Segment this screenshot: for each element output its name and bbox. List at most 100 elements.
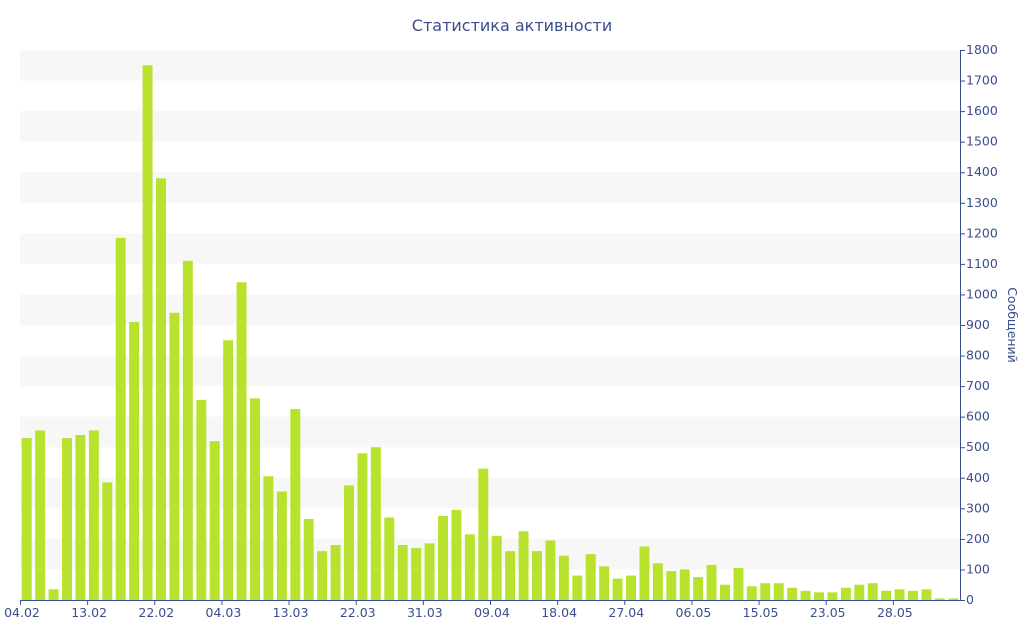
bar: [814, 592, 824, 600]
bar: [303, 519, 314, 600]
bar: [626, 575, 636, 600]
bar: [156, 178, 166, 600]
bar: [129, 321, 140, 600]
bar: [411, 548, 422, 600]
y-tick-label: 0: [966, 592, 974, 607]
x-axis-ticks: 04.02 13.02 22.02 04.03 13.03 22.03 31.03 09.04…: [4, 600, 913, 620]
bar: [464, 534, 475, 600]
x-tick-label: 18.04: [541, 605, 577, 620]
bar: [840, 587, 851, 600]
bar: [693, 577, 704, 600]
bar: [276, 491, 287, 600]
bar: [317, 551, 328, 600]
bar: [934, 598, 945, 600]
y-tick-label: 1500: [966, 134, 998, 149]
bar: [21, 438, 32, 600]
bar: [397, 545, 408, 600]
y-tick-label: 600: [966, 409, 990, 424]
x-tick-label: 23.05: [810, 605, 846, 620]
grid-band: [20, 172, 960, 203]
bar: [773, 583, 784, 600]
bar: [250, 398, 260, 600]
y-tick-label: 800: [966, 348, 990, 363]
bar: [196, 399, 207, 600]
bar: [451, 509, 462, 600]
bar: [612, 578, 623, 600]
y-tick-label: 1800: [966, 42, 998, 57]
bar: [478, 468, 489, 600]
bar: [921, 589, 932, 600]
bar: [545, 540, 556, 600]
bar: [223, 340, 234, 600]
bar: [679, 569, 690, 600]
bar: [854, 584, 865, 600]
bar: [666, 570, 677, 600]
x-tick-label: 28.05: [877, 605, 913, 620]
grid-bands: [20, 50, 960, 570]
bar: [88, 430, 99, 600]
grid-band: [20, 233, 960, 264]
bar: [746, 586, 757, 600]
x-tick-label: 22.02: [138, 605, 174, 620]
x-tick-label: 22.03: [340, 605, 376, 620]
bar: [760, 583, 771, 600]
y-tick-label: 1100: [966, 256, 998, 271]
y-tick-label: 500: [966, 439, 990, 454]
bar: [142, 65, 153, 600]
bar: [330, 545, 341, 600]
bar: [532, 551, 542, 600]
y-tick-label: 1000: [966, 286, 998, 301]
bar: [505, 551, 516, 600]
bar: [894, 589, 905, 600]
x-tick-label: 15.05: [743, 605, 779, 620]
bar: [599, 566, 610, 600]
bar: [639, 546, 650, 600]
bar: [572, 575, 583, 600]
bar: [75, 435, 86, 600]
chart-title: Статистика активности: [412, 16, 612, 35]
bar: [908, 590, 918, 600]
bar: [652, 563, 663, 600]
bar: [384, 517, 395, 600]
x-tick-label: 13.02: [71, 605, 107, 620]
bar: [344, 485, 354, 600]
y-tick-label: 1200: [966, 225, 998, 240]
y-tick-label: 300: [966, 500, 990, 515]
y-tick-label: 200: [966, 531, 990, 546]
x-tick-label: 04.02: [4, 605, 40, 620]
bar: [720, 584, 730, 600]
bar: [62, 438, 72, 600]
bar: [35, 430, 46, 600]
bar: [827, 592, 838, 600]
x-tick-label: 31.03: [407, 605, 443, 620]
x-tick-label: 13.03: [273, 605, 309, 620]
grid-band: [20, 50, 960, 81]
y-tick-label: 1600: [966, 103, 998, 118]
bar: [182, 260, 193, 600]
y-axis-title: Сообщений: [1005, 287, 1020, 363]
bar: [787, 587, 798, 600]
bar: [585, 554, 596, 600]
x-tick-label: 09.04: [474, 605, 510, 620]
bar: [209, 441, 220, 600]
bar: [948, 598, 959, 600]
bar: [263, 476, 274, 600]
bar: [115, 237, 126, 601]
bar: [800, 590, 811, 600]
bar: [558, 555, 569, 600]
bar: [370, 447, 381, 600]
bar: [236, 282, 247, 600]
bar: [290, 409, 301, 600]
y-tick-label: 100: [966, 561, 990, 576]
y-tick-label: 700: [966, 378, 990, 393]
y-tick-label: 1700: [966, 73, 998, 88]
grid-band: [20, 111, 960, 142]
bar: [733, 567, 744, 600]
x-tick-label: 06.05: [676, 605, 712, 620]
bar: [881, 590, 892, 600]
bar: [438, 515, 448, 600]
y-axis-ticks: 0 100 200 300 400 500 600 700 800 900 1000 1100 1200…: [960, 42, 998, 607]
bar: [102, 482, 113, 600]
y-tick-label: 1300: [966, 195, 998, 210]
